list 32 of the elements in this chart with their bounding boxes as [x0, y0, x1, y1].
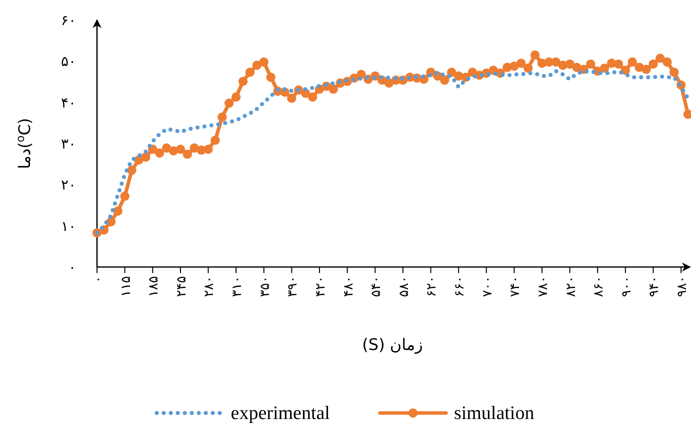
x-tick-label: ۸۶۰: [592, 276, 607, 297]
x-tick-label: ۳۱۰: [230, 276, 246, 297]
x-tick-label: ۱۸۵: [146, 276, 162, 297]
y-tick-label: ۰: [68, 260, 76, 276]
legend-label: experimental: [230, 403, 330, 424]
x-tick-label: ۷۴۰: [508, 276, 524, 297]
x-tick-label: ۷۸۰: [536, 276, 551, 297]
x-tick-label: ۷۰۰: [480, 276, 496, 297]
x-tick-label: ۰: [91, 276, 106, 283]
y-tick-label: ۵۰: [60, 54, 76, 70]
x-tick-label: ۲۸۰: [202, 276, 218, 297]
x-tick-label: ۸۲۰: [564, 276, 579, 297]
x-tick-label: ۵۸۰: [396, 276, 412, 297]
x-tick-label: ۹۸۰: [675, 276, 690, 297]
x-tick-label: ۵۴۰: [369, 276, 384, 297]
x-tick-label: ۹۰۰: [619, 276, 634, 297]
y-tick-label: ۱۰: [60, 218, 76, 235]
y-tick-label: ۴۰: [60, 95, 76, 112]
x-tick-label: ۴۲۰: [313, 276, 328, 297]
y-tick-label: ۶۰: [60, 13, 76, 29]
x-axis-title: زمان (S): [362, 335, 423, 354]
x-tick-label: ۳۵۰: [258, 276, 273, 297]
y-tick-label: ۳۰: [60, 136, 76, 152]
x-tick-label: ۶۲۰: [424, 276, 440, 297]
x-tick-label: ۶۶۰: [452, 276, 468, 297]
x-tick-label: ۱۱۵: [118, 276, 134, 297]
x-tick-label: ۹۴۰: [647, 276, 662, 297]
y-tick-label: ۲۰: [60, 178, 76, 194]
x-tick-label: ۴۸۰: [341, 276, 356, 297]
x-tick-label: ۲۴۵: [174, 276, 190, 297]
legend-label: simulation: [454, 403, 535, 424]
x-tick-label: ۳۹۰: [286, 276, 301, 297]
